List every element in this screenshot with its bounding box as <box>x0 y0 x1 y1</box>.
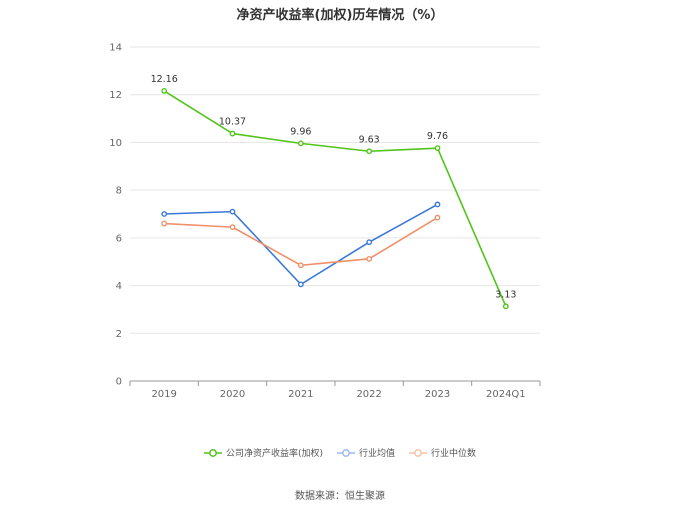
data-point <box>434 201 441 208</box>
y-tick-label: 10 <box>109 138 122 149</box>
legend-item-industry-mean[interactable]: 行业均值 <box>337 446 395 459</box>
data-point <box>229 130 236 137</box>
data-point <box>297 262 304 269</box>
legend-marker-icon <box>337 448 355 457</box>
legend-item-company-roe[interactable]: 公司净资产收益率(加权) <box>203 446 323 459</box>
data-point <box>366 255 373 262</box>
data-point <box>434 145 441 152</box>
legend-label: 公司净资产收益率(加权) <box>225 449 323 459</box>
data-point <box>161 87 168 94</box>
legend-label: 行业中位数 <box>431 449 477 459</box>
data-label: 10.37 <box>219 117 246 128</box>
data-point <box>297 140 304 147</box>
data-point <box>502 303 509 310</box>
chart-legend: 公司净资产收益率(加权) 行业均值 行业中位数 <box>0 446 680 459</box>
legend-label: 行业均值 <box>359 449 396 459</box>
legend-marker-icon <box>409 448 428 457</box>
y-tick-label: 14 <box>109 43 122 54</box>
data-point <box>161 220 168 227</box>
data-point <box>366 148 373 155</box>
y-tick-label: 8 <box>116 186 122 197</box>
data-point <box>161 211 168 217</box>
data-label: 9.76 <box>427 131 448 142</box>
data-label: 9.96 <box>290 126 311 137</box>
chart-title: 净资产收益率(加权)历年情况（%） <box>236 8 444 23</box>
y-tick-label: 6 <box>116 233 122 244</box>
data-label: 9.63 <box>359 134 380 145</box>
data-point <box>229 224 236 231</box>
data-source-note: 数据来源：恒生聚源 <box>295 491 385 502</box>
y-tick-label: 12 <box>109 90 122 101</box>
x-tick-label: 2021 <box>288 389 313 400</box>
x-tick-label: 2022 <box>356 389 381 400</box>
data-label: 3.13 <box>495 289 516 300</box>
data-point <box>297 281 304 288</box>
line-chart: 0 2 4 6 8 10 12 14 2019 2020 2021 2022 2023 2024Q1 12.… <box>109 43 541 400</box>
x-tick-label: 2019 <box>151 389 176 400</box>
y-tick-label: 0 <box>116 377 122 388</box>
data-label: 12.16 <box>151 74 178 85</box>
data-point <box>366 239 373 246</box>
legend-item-industry-median[interactable]: 行业中位数 <box>409 446 476 459</box>
y-tick-label: 4 <box>116 281 122 292</box>
series-line <box>164 203 438 286</box>
data-point <box>434 214 441 221</box>
data-point <box>229 208 236 215</box>
y-tick-label: 2 <box>116 329 122 340</box>
x-tick-label: 2024Q1 <box>486 389 526 400</box>
series-line <box>163 90 507 307</box>
x-tick-label: 2023 <box>425 389 450 400</box>
series-line <box>164 216 438 267</box>
legend-marker-icon <box>203 448 222 457</box>
x-tick-label: 2020 <box>220 389 245 400</box>
